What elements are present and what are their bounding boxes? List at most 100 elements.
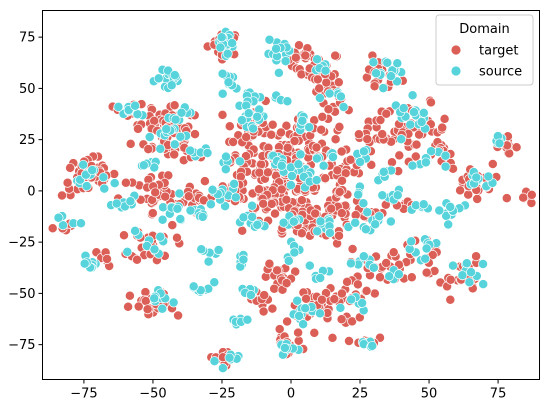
data-point-target	[353, 129, 364, 140]
data-point-target	[334, 186, 345, 197]
x-tick-label: −50	[139, 387, 166, 402]
data-point-source	[155, 231, 166, 242]
data-point-target	[301, 293, 312, 304]
data-point-source	[294, 310, 305, 321]
data-point-target	[406, 272, 417, 283]
data-point-source	[407, 90, 418, 101]
x-tick-label: 50	[421, 387, 438, 402]
data-point-target	[472, 194, 483, 204]
data-point-target	[133, 123, 143, 134]
data-point-source	[153, 73, 164, 84]
data-point-source	[335, 302, 346, 313]
data-point-source	[324, 227, 335, 238]
data-point-source	[98, 172, 109, 183]
data-point-target	[330, 50, 341, 61]
data-point-source	[248, 123, 259, 134]
data-point-source	[122, 246, 133, 257]
data-point-source	[99, 183, 110, 194]
data-point-target	[314, 83, 325, 94]
data-point-target	[267, 303, 278, 314]
ticks-layer: −75 −50 −25 0 25 50 75 −75 −50 −25 0 25 50 75	[8, 31, 506, 402]
data-point-source	[166, 80, 177, 91]
data-point-source	[273, 67, 284, 78]
series-source	[53, 26, 507, 374]
data-point-source	[155, 143, 166, 154]
data-point-target	[133, 301, 144, 312]
data-point-target	[334, 230, 344, 241]
data-point-target	[471, 251, 482, 262]
data-point-target	[254, 167, 265, 178]
data-point-target	[342, 276, 353, 287]
data-point-target	[426, 97, 436, 108]
data-point-target	[296, 228, 307, 239]
data-point-source	[280, 56, 291, 67]
data-point-source	[312, 226, 323, 237]
data-point-source	[81, 181, 92, 192]
data-point-source	[420, 253, 431, 264]
data-point-target	[254, 184, 264, 195]
data-point-source	[418, 199, 429, 210]
data-point-source	[355, 157, 366, 167]
data-point-source	[478, 279, 489, 290]
data-point-source	[478, 259, 488, 269]
data-point-source	[382, 57, 393, 68]
y-tick-label: −75	[8, 338, 35, 353]
data-point-target	[421, 267, 432, 278]
data-point-target	[241, 132, 252, 143]
data-point-source	[79, 258, 90, 269]
data-point-target	[347, 316, 358, 327]
data-point-source	[295, 149, 306, 160]
data-point-source	[172, 203, 183, 214]
data-point-target	[323, 104, 334, 115]
data-point-source	[176, 107, 187, 118]
data-point-target	[445, 274, 456, 285]
data-point-source	[222, 48, 233, 59]
data-point-target	[501, 193, 512, 204]
data-point-target	[183, 191, 194, 202]
data-point-source	[289, 247, 300, 258]
data-point-target	[173, 310, 184, 321]
data-point-source	[282, 96, 293, 107]
data-point-target	[439, 113, 450, 124]
data-point-source	[202, 148, 213, 158]
data-point-source	[205, 199, 216, 210]
y-tick-label: 75	[19, 31, 36, 46]
data-point-source	[216, 32, 227, 43]
data-point-source	[292, 295, 303, 306]
data-point-source	[386, 71, 396, 82]
data-point-source	[209, 356, 220, 367]
data-point-target	[317, 111, 328, 122]
data-point-target	[266, 129, 277, 140]
data-point-source	[338, 102, 349, 112]
data-point-target	[150, 187, 161, 198]
data-point-source	[466, 267, 476, 278]
data-point-target	[276, 127, 286, 138]
data-point-source	[315, 273, 326, 283]
data-point-source	[298, 319, 309, 330]
data-point-target	[256, 159, 267, 170]
data-point-target	[437, 122, 448, 133]
data-point-source	[252, 111, 263, 122]
data-point-source	[368, 57, 379, 68]
data-point-target	[344, 336, 354, 346]
data-point-target	[361, 285, 372, 296]
data-point-source	[238, 254, 249, 265]
data-point-source	[471, 172, 482, 183]
data-point-target	[47, 223, 58, 234]
data-point-target	[463, 189, 474, 200]
data-point-source	[215, 42, 226, 53]
data-point-target	[336, 146, 347, 157]
data-point-source	[407, 160, 418, 171]
data-point-source	[426, 146, 437, 157]
data-point-source	[213, 245, 224, 255]
data-point-source	[132, 109, 143, 120]
data-point-target	[259, 290, 270, 301]
data-point-source	[304, 122, 315, 133]
data-point-target	[526, 189, 537, 200]
legend-label-source: source	[479, 65, 522, 80]
data-point-source	[238, 212, 249, 223]
data-point-source	[109, 178, 120, 189]
data-point-source	[230, 192, 241, 203]
data-point-target	[375, 115, 386, 125]
